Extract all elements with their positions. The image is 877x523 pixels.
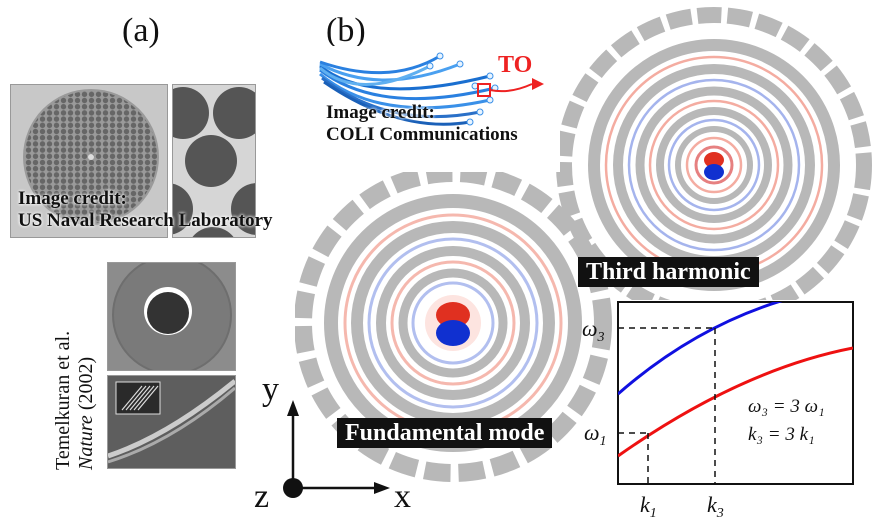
omega1-label: ω1 <box>584 420 607 449</box>
fundamental-mode-banner: Fundamental mode <box>337 418 553 448</box>
k-relation: k₃ = 3 k₁ <box>748 424 815 445</box>
bragg-layers-photo <box>107 375 236 469</box>
third-harmonic-banner: Third harmonic <box>578 257 759 287</box>
x-axis-label: x <box>394 478 411 515</box>
panel-a-label: (a) <box>122 12 160 49</box>
fiber-bundle-image <box>319 52 544 126</box>
citation-temelkuran: Temelkuran et al. Nature (2002) <box>52 331 98 470</box>
z-axis-dot <box>283 478 303 498</box>
holey-fiber-photo <box>10 84 168 238</box>
bragg-fiber-crosssection-image <box>112 263 232 370</box>
panel-b-label: (b) <box>326 12 366 49</box>
citation-journal: Nature <box>75 415 97 470</box>
citation-line1: Temelkuran et al. <box>52 330 74 470</box>
citation-line2: Nature (2002) <box>75 331 98 470</box>
air-holes-closeup-image <box>173 87 255 237</box>
credit-coli-line1: Image credit: <box>326 102 435 123</box>
omega3-label: ω3 <box>582 316 605 345</box>
dispersion-frame <box>617 301 854 485</box>
x-axis-arrowhead <box>374 482 390 494</box>
bragg-fiber-photo <box>107 262 236 371</box>
credit-nrl-line1: Image credit: <box>18 188 127 209</box>
image-credit-nrl: Image credit: US Naval Research Laborato… <box>18 188 273 232</box>
z-axis-label: z <box>254 478 270 515</box>
holey-fiber-zoom-photo <box>172 84 256 238</box>
fundamental-curve <box>618 346 853 458</box>
image-credit-coli: Image credit: COLI Communications <box>326 102 518 146</box>
coordinate-axes <box>283 400 390 498</box>
credit-nrl-line2: US Naval Research Laboratory <box>18 210 273 231</box>
dispersion-diagram: ω3 ω1 k1 k3 ω₃ = 3 ω₁ k₃ = 3 k₁ <box>582 301 854 521</box>
fiber-bundle-photo: TO Image credit: COLI Communications <box>310 46 560 172</box>
y-axis-label: y <box>262 371 279 408</box>
credit-coli-line2: COLI Communications <box>326 124 518 145</box>
to-label: TO <box>498 52 533 78</box>
k3-label: k3 <box>707 492 724 521</box>
third-harmonic-curve <box>618 302 783 396</box>
k1-label: k1 <box>640 492 657 521</box>
y-axis-arrowhead <box>287 400 299 416</box>
omega-relation: ω₃ = 3 ω₁ <box>748 396 825 417</box>
to-arrow-head <box>532 78 544 90</box>
citation-year: (2002) <box>75 356 97 416</box>
to-arrow <box>489 83 533 93</box>
bragg-layers-closeup-image <box>108 379 235 464</box>
holey-fiber-crosssection-image <box>23 89 159 225</box>
